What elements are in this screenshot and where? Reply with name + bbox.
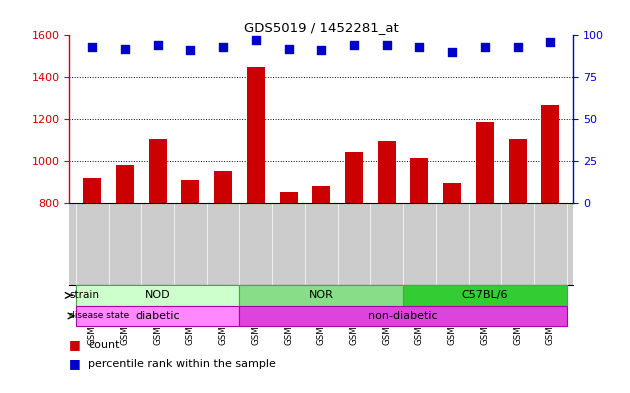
Bar [116, 165, 134, 203]
Point [480, 44, 490, 50]
Text: NOD: NOD [145, 290, 171, 300]
Bar [541, 105, 559, 203]
Bar [76, 285, 239, 306]
Bar [239, 285, 403, 306]
Text: count: count [88, 340, 120, 350]
Point [152, 42, 163, 49]
Text: ■: ■ [69, 338, 81, 351]
Bar [149, 139, 167, 203]
Text: diabetic: diabetic [135, 311, 180, 321]
Point [218, 44, 228, 50]
Point [546, 39, 556, 45]
Point [185, 47, 195, 53]
Point [87, 44, 97, 50]
Bar [312, 186, 330, 203]
Point [415, 44, 425, 50]
Text: percentile rank within the sample: percentile rank within the sample [88, 360, 276, 369]
Bar [181, 180, 199, 203]
Point [349, 42, 359, 49]
Point [447, 49, 457, 55]
Bar [214, 171, 232, 203]
Bar [280, 192, 297, 203]
Text: C57BL/6: C57BL/6 [462, 290, 508, 300]
Text: non-diabetic: non-diabetic [369, 311, 438, 321]
Point [120, 46, 130, 52]
Text: NOR: NOR [309, 290, 334, 300]
Bar [508, 139, 527, 203]
Text: ■: ■ [69, 358, 81, 371]
Text: strain: strain [69, 290, 100, 300]
Bar [403, 285, 567, 306]
Text: disease state: disease state [69, 311, 130, 320]
Bar [476, 122, 494, 203]
Bar [444, 183, 461, 203]
Point [316, 47, 326, 53]
Point [513, 44, 523, 50]
Bar [76, 306, 239, 326]
Bar [411, 158, 428, 203]
Point [382, 42, 392, 49]
Bar [247, 67, 265, 203]
Bar [239, 306, 567, 326]
Point [251, 37, 261, 44]
Bar [378, 141, 396, 203]
Bar [83, 178, 101, 203]
Title: GDS5019 / 1452281_at: GDS5019 / 1452281_at [244, 21, 399, 34]
Point [284, 46, 294, 52]
Bar [345, 152, 363, 203]
